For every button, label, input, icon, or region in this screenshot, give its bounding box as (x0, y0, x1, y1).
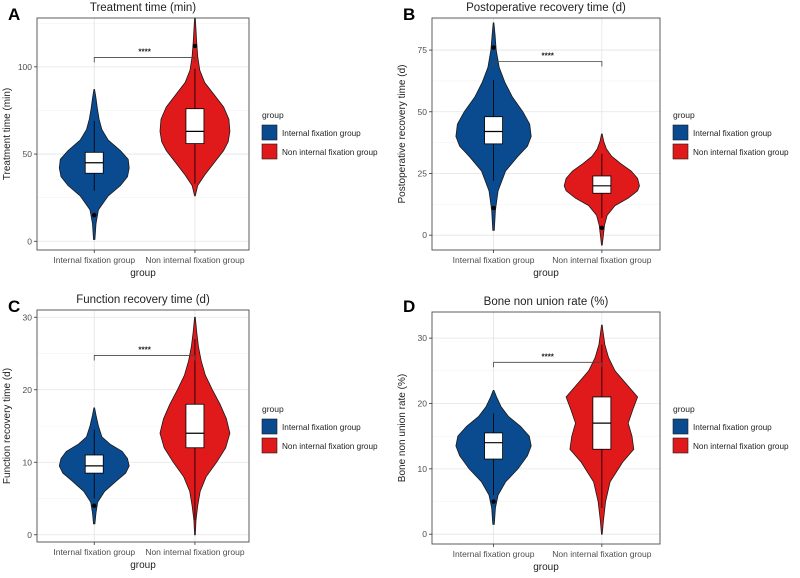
significance-bracket (493, 361, 603, 368)
y-tick-label: 50 (418, 107, 428, 117)
legend-title: group (673, 404, 695, 414)
y-tick-label: 0 (27, 236, 32, 246)
panel-b: B Postoperative recovery time (d) **** 0 25 5… (397, 2, 789, 279)
y-axis-label: Postoperative recovery time (d) (397, 65, 408, 204)
legend-label: Internal fixation group (282, 423, 361, 432)
legend-label: Non internal fixation group (282, 442, 378, 451)
y-tick-label: 20 (418, 398, 428, 408)
plot-frame (431, 17, 661, 251)
panel-letter: B (403, 5, 415, 24)
plot-frame (36, 309, 250, 543)
outlier-point (491, 205, 496, 211)
legend: group Internal fixation group Non internal… (261, 404, 378, 454)
y-tick-label: 0 (422, 529, 427, 539)
x-axis-label: group (533, 562, 559, 573)
outlier-point (92, 212, 97, 218)
x-tick-label: Non internal fixation group (552, 549, 652, 559)
panel-letter: A (8, 5, 20, 24)
legend-key-non-internal (672, 437, 689, 454)
y-axis-label: Bone non union rate (%) (397, 374, 408, 482)
legend-title: group (262, 404, 284, 414)
significance-bracket (93, 57, 196, 63)
outlier-point (599, 225, 605, 230)
chart-title: Function recovery time (d) (76, 294, 210, 306)
x-tick-label: Internal fixation group (453, 255, 535, 265)
outlier-point (491, 499, 496, 504)
panel-letter: D (403, 297, 415, 316)
plot-frame (431, 311, 661, 545)
box (484, 116, 503, 145)
legend-key-non-internal (261, 437, 278, 454)
outlier-point (491, 45, 496, 50)
legend-title: group (262, 110, 284, 120)
significance-label: **** (138, 345, 151, 354)
y-axis-label: Treatment time (min) (2, 88, 13, 180)
y-tick-label: 10 (23, 457, 33, 467)
box (185, 108, 205, 144)
legend-key-internal (672, 418, 689, 435)
box (185, 403, 205, 449)
legend-key-non-internal (261, 143, 278, 160)
y-tick-label: 100 (18, 62, 32, 72)
x-tick-label: Non internal fixation group (552, 255, 652, 265)
legend-key-internal (261, 124, 278, 141)
y-tick-label: 20 (23, 385, 33, 395)
legend-label: Internal fixation group (282, 129, 361, 138)
legend-label: Non internal fixation group (693, 442, 789, 451)
legend-label: Internal fixation group (693, 129, 772, 138)
y-tick-label: 0 (27, 530, 32, 540)
significance-label: **** (541, 52, 554, 61)
legend-key-non-internal (672, 143, 689, 160)
chart-title: Bone non union rate (%) (484, 296, 609, 308)
legend-key-internal (672, 124, 689, 141)
outlier-point (92, 503, 97, 508)
legend-label: Non internal fixation group (693, 148, 789, 157)
legend: group Internal fixation group Non internal… (672, 404, 789, 454)
panel-c: C Function recovery time (d) **** 0 10 20 30 In… (2, 294, 378, 571)
x-tick-label: Internal fixation group (53, 255, 135, 265)
chart-title: Treatment time (min) (90, 2, 196, 14)
box (484, 432, 503, 460)
legend-label: Non internal fixation group (282, 148, 378, 157)
box (84, 454, 104, 474)
x-axis-label: group (533, 268, 559, 279)
panel-a: A Treatment time (min) **** 0 50 100 Internal … (2, 2, 378, 279)
x-tick-label: Non internal fixation group (145, 255, 245, 265)
y-tick-label: 10 (418, 464, 428, 474)
y-tick-label: 25 (418, 168, 428, 178)
significance-bracket (93, 355, 196, 361)
outlier-point (192, 43, 198, 49)
x-axis-label: group (130, 268, 156, 279)
y-tick-label: 50 (23, 149, 33, 159)
y-tick-label: 30 (418, 333, 428, 343)
y-axis-label: Function recovery time (d) (2, 368, 13, 484)
panel-d: D Bone non union rate (%) **** 0 10 20 30 Inter… (397, 296, 789, 573)
significance-label: **** (138, 47, 151, 56)
legend-label: Internal fixation group (693, 423, 772, 432)
significance-bracket (493, 61, 603, 67)
y-tick-label: 30 (23, 312, 33, 322)
legend: group Internal fixation group Non internal… (672, 110, 789, 160)
x-tick-label: Internal fixation group (53, 547, 135, 557)
legend-title: group (673, 110, 695, 120)
panel-letter: C (8, 297, 20, 316)
significance-label: **** (541, 352, 554, 361)
y-tick-label: 75 (418, 45, 428, 55)
legend: group Internal fixation group Non internal… (261, 110, 378, 160)
legend-key-internal (261, 418, 278, 435)
plot-frame (36, 17, 250, 251)
y-tick-label: 0 (422, 230, 427, 240)
x-tick-label: Internal fixation group (453, 549, 535, 559)
x-tick-label: Non internal fixation group (145, 547, 245, 557)
box (592, 175, 612, 194)
x-axis-label: group (130, 560, 156, 571)
chart-title: Postoperative recovery time (d) (466, 2, 626, 14)
